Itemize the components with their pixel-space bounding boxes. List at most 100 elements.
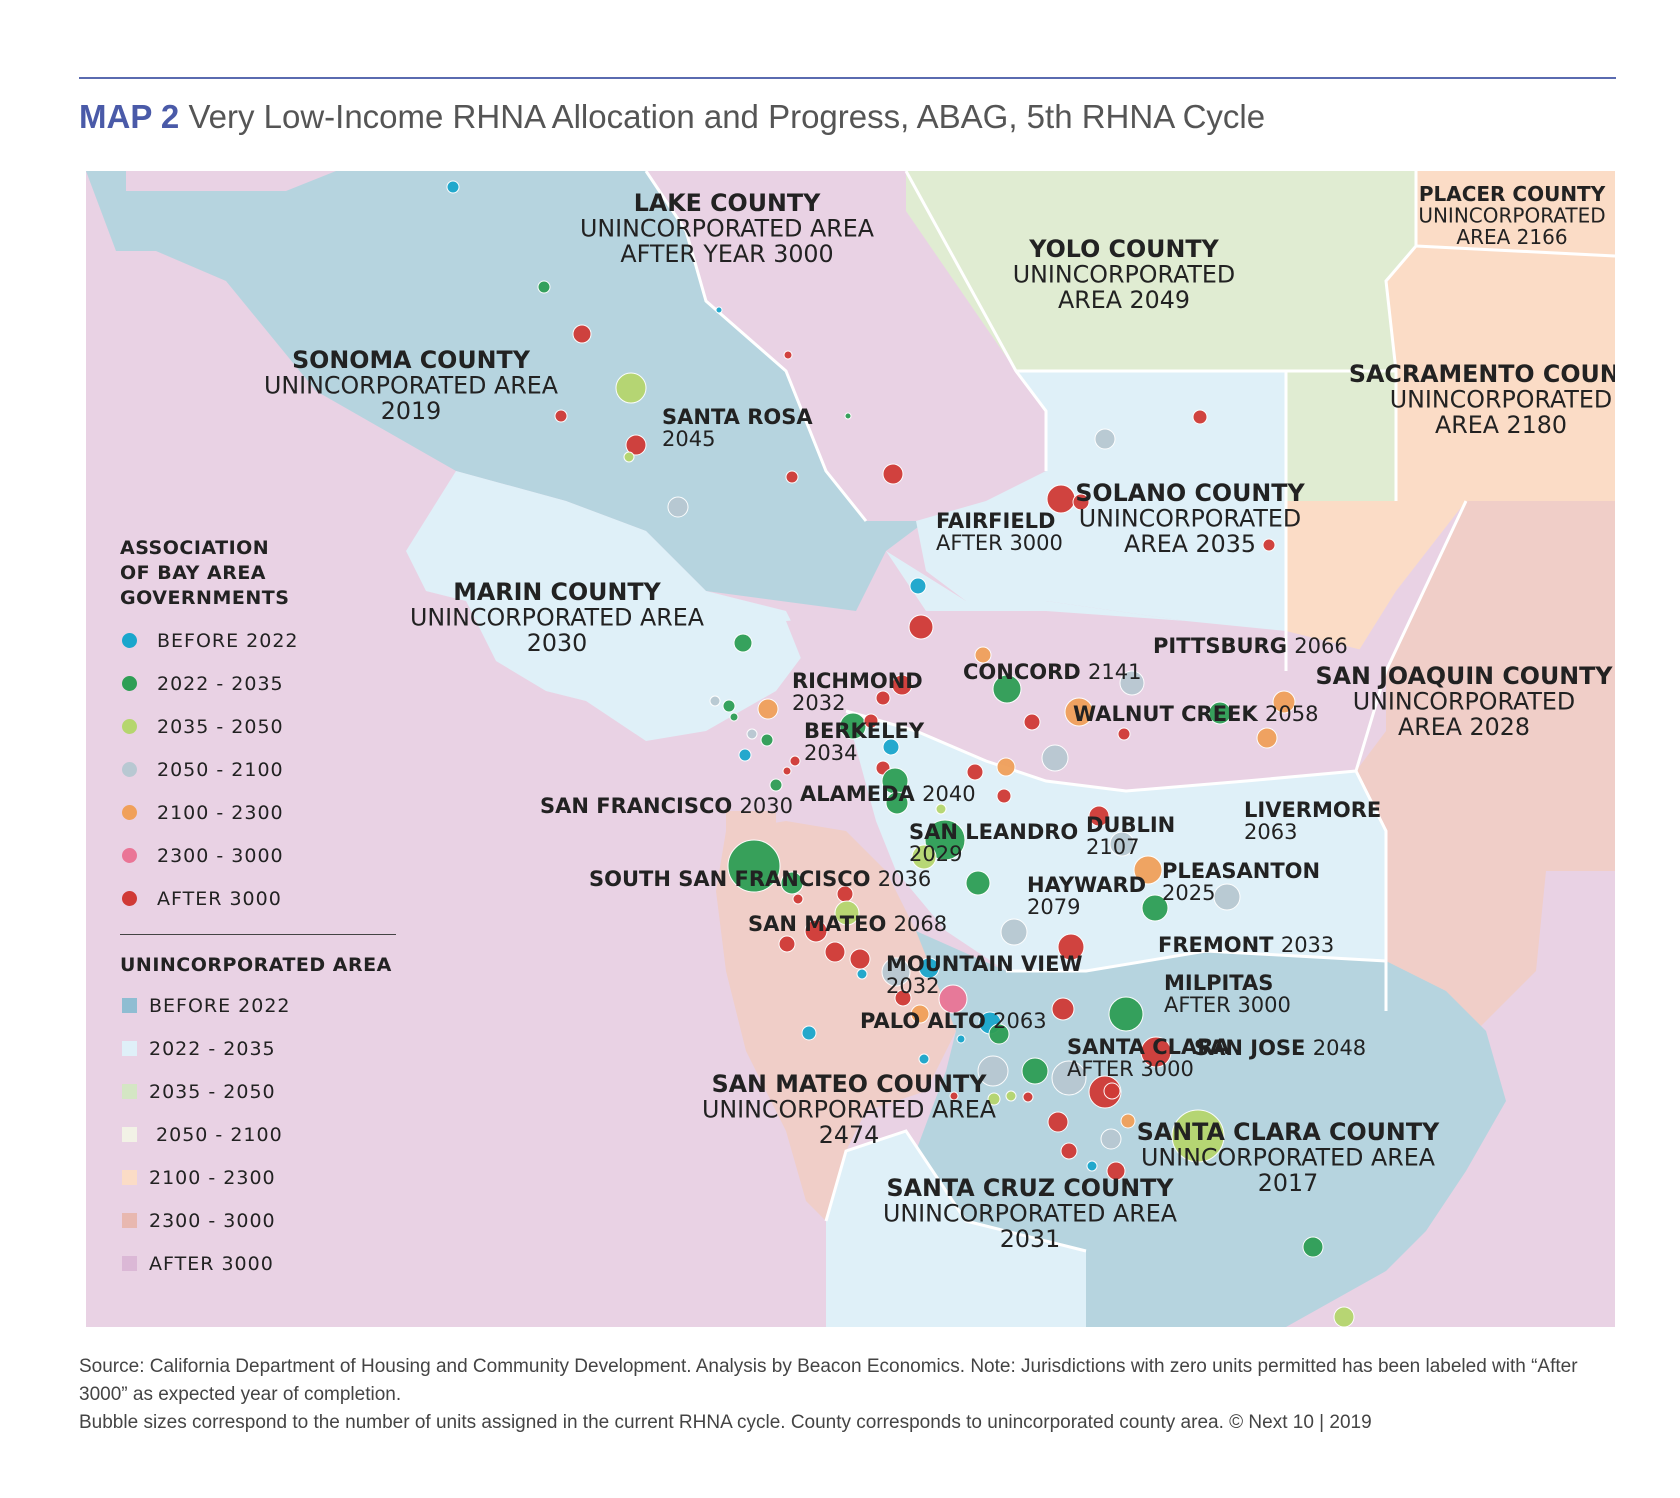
legend-swatch bbox=[122, 848, 137, 863]
city-bubble bbox=[849, 948, 871, 970]
city-bubble bbox=[782, 766, 792, 776]
city-label: SANTA CLARA AFTER 3000 bbox=[1067, 1035, 1230, 1081]
county-label: UNINCORPORATED AREA bbox=[410, 603, 705, 631]
city-bubble bbox=[1088, 805, 1110, 827]
legend-swatch bbox=[122, 998, 137, 1013]
city-bubble bbox=[863, 713, 879, 729]
city-label: FREMONT 2033 bbox=[1158, 933, 1334, 957]
legend-swatch bbox=[122, 1041, 137, 1056]
city-bubble bbox=[1047, 1111, 1069, 1133]
county-label: UNINCORPORATED AREA bbox=[702, 1095, 997, 1123]
city-bubble bbox=[824, 941, 846, 963]
county-label: UNINCORPORATED bbox=[1079, 504, 1301, 532]
legend-item-area-2300-3000: 2300 - 3000 bbox=[120, 1199, 420, 1242]
county-label: 2019 bbox=[381, 397, 441, 425]
city-bubble bbox=[778, 935, 796, 953]
city-bubble bbox=[783, 350, 793, 360]
city-bubble bbox=[554, 409, 568, 423]
city-label: FAIRFIELD AFTER 3000 bbox=[936, 509, 1063, 555]
legend-item-city-before-2022: BEFORE 2022 bbox=[120, 619, 420, 662]
county-label: AREA 2035 bbox=[1124, 530, 1256, 558]
legend-item-area-before-2022: BEFORE 2022 bbox=[120, 984, 420, 1027]
city-bubble bbox=[882, 738, 900, 756]
city-bubble bbox=[733, 633, 753, 653]
city-bubble bbox=[615, 372, 647, 404]
region-sacramento-county bbox=[1286, 246, 1615, 671]
legend-item-city-2100-2300: 2100 - 2300 bbox=[120, 791, 420, 834]
city-bubble bbox=[1022, 1091, 1034, 1103]
city-bubble bbox=[715, 306, 723, 314]
county-label: UNINCORPORATED AREA bbox=[580, 214, 875, 242]
city-bubble bbox=[780, 871, 804, 895]
legend-label: BEFORE 2022 bbox=[157, 629, 299, 652]
city-bubble bbox=[1133, 855, 1163, 885]
city-bubble bbox=[974, 646, 992, 664]
city-bubble bbox=[1103, 1082, 1121, 1100]
city-bubble bbox=[727, 839, 781, 893]
city-bubble bbox=[769, 778, 783, 792]
city-bubble bbox=[625, 434, 647, 456]
county-label: UNINCORPORATED AREA bbox=[264, 371, 559, 399]
city-bubble bbox=[757, 698, 779, 720]
city-bubble bbox=[1005, 1090, 1017, 1102]
legend-abag-title-line: GOVERNMENTS bbox=[120, 587, 290, 609]
city-bubble bbox=[537, 280, 551, 294]
city-bubble bbox=[875, 690, 891, 706]
city-label: SAN FRANCISCO 2030 bbox=[540, 794, 793, 818]
city-bubble bbox=[1023, 713, 1041, 731]
city-bubble bbox=[729, 712, 739, 722]
source-note: Source: California Department of Housing… bbox=[79, 1353, 1599, 1437]
city-bubble bbox=[977, 1055, 1009, 1087]
city-bubble bbox=[722, 699, 736, 713]
legend-item-city-2050-2100: 2050 - 2100 bbox=[120, 748, 420, 791]
city-bubble bbox=[909, 577, 927, 595]
city-bubble bbox=[1108, 996, 1144, 1032]
county-label: 2017 bbox=[1258, 1169, 1318, 1197]
city-bubble bbox=[1262, 538, 1276, 552]
city-label: PLEASANTON 2025 bbox=[1162, 859, 1320, 905]
county-label: SAN JOAQUIN COUNTY bbox=[1315, 662, 1613, 690]
county-label: LAKE COUNTY bbox=[634, 189, 821, 217]
county-label: AFTER YEAR 3000 bbox=[620, 240, 833, 268]
city-bubble bbox=[1109, 831, 1135, 857]
city-bubble bbox=[1192, 409, 1208, 425]
county-label: SAN MATEO COUNTY bbox=[712, 1070, 988, 1098]
city-bubble bbox=[885, 791, 909, 815]
border-alameda-santa-clara bbox=[1006, 949, 1387, 973]
city-bubble bbox=[844, 412, 852, 420]
county-label: UNINCORPORATED AREA bbox=[883, 1199, 1178, 1227]
legend-item-city-2035-2050: 2035 - 2050 bbox=[120, 705, 420, 748]
legend-item-city-2300-3000: 2300 - 3000 bbox=[120, 834, 420, 877]
city-bubble bbox=[446, 180, 460, 194]
city-bubble bbox=[1060, 1142, 1078, 1160]
city-bubble bbox=[996, 757, 1016, 777]
region-san-mateo-county bbox=[716, 821, 956, 1221]
city-bubble bbox=[746, 728, 758, 740]
city-bubble bbox=[789, 755, 801, 767]
city-bubble bbox=[1171, 1109, 1225, 1163]
city-bubble bbox=[966, 763, 984, 781]
legend-swatch bbox=[122, 891, 137, 906]
city-bubble bbox=[1120, 1113, 1136, 1129]
city-bubble bbox=[1117, 727, 1131, 741]
city-label: MILPITAS AFTER 3000 bbox=[1164, 971, 1291, 1017]
city-label: CONCORD 2141 bbox=[963, 660, 1141, 684]
county-label: UNINCORPORATED bbox=[1418, 204, 1605, 228]
county-label: MARIN COUNTY bbox=[453, 578, 661, 606]
city-label: PITTSBURG 2066 bbox=[1153, 634, 1348, 658]
city-bubble bbox=[911, 844, 937, 870]
county-label: AREA 2028 bbox=[1398, 713, 1530, 741]
legend-unincorporated-title: UNINCORPORATED AREA bbox=[120, 954, 392, 976]
legend-label: 2035 - 2050 bbox=[157, 715, 284, 738]
city-bubble bbox=[792, 893, 804, 905]
county-label: UNINCORPORATED bbox=[1390, 385, 1612, 413]
region-sonoma-county bbox=[86, 171, 926, 611]
county-label: SANTA CLARA COUNTY bbox=[1137, 1118, 1440, 1146]
city-bubble bbox=[1041, 744, 1069, 772]
county-label: PLACER COUNTY bbox=[1419, 182, 1606, 206]
county-label: SOLANO COUNTY bbox=[1075, 479, 1305, 507]
city-bubble bbox=[1072, 493, 1090, 511]
city-bubble bbox=[1302, 1236, 1324, 1258]
legend-label: 2050 - 2100 bbox=[157, 758, 284, 781]
